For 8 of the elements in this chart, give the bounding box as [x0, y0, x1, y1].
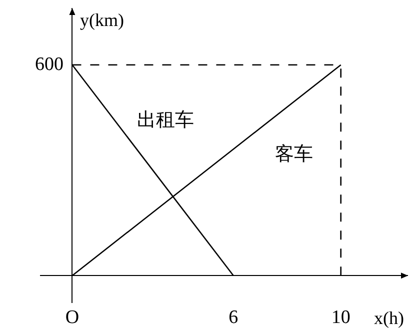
x-tick-label: 10 — [331, 307, 350, 328]
x-tick-label: 6 — [228, 307, 238, 328]
series-label: 客车 — [275, 143, 313, 165]
annotation: 600 — [35, 54, 64, 75]
x-tick-label: O — [65, 307, 80, 328]
x-axis-title: x(h) — [374, 308, 404, 328]
series-label: 出租车 — [137, 110, 194, 131]
y-axis-title: y(km) — [80, 10, 124, 30]
